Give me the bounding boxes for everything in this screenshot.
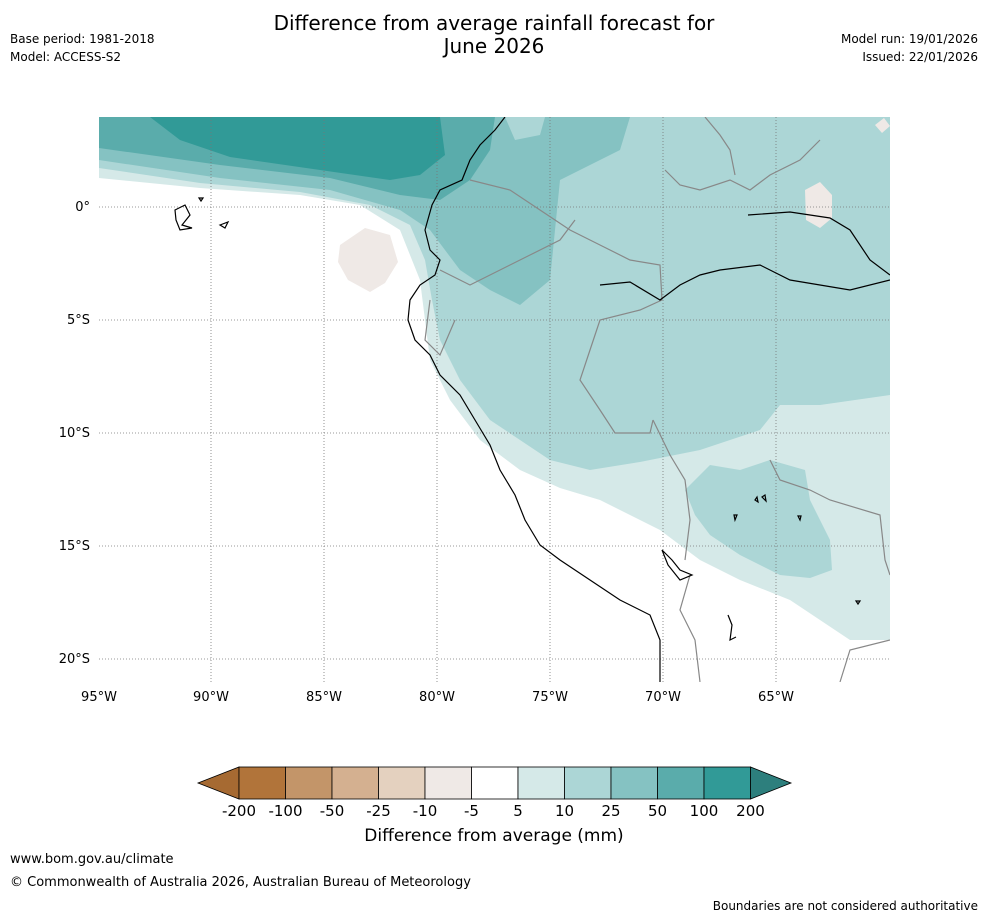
lat-label-10s: 10°S xyxy=(59,426,90,441)
colorbar-segment xyxy=(378,766,426,800)
colorbar-segment xyxy=(424,766,472,800)
lon-label-70w: 70°W xyxy=(645,690,681,705)
colorbar-segment xyxy=(331,766,379,800)
colorbar: -200 -100 -50 -25 -10 -5 5 10 25 50 100 200 xyxy=(196,766,793,820)
title-line-1: Difference from average rainfall forecas… xyxy=(273,11,715,35)
lat-labels: 0° 5°S 10°S 15°S 20°S xyxy=(59,200,90,667)
colorbar-segment xyxy=(471,766,519,800)
model-run-text: Model run: 19/01/2026 xyxy=(840,32,978,46)
lon-label-80w: 80°W xyxy=(419,690,455,705)
lon-label-95w: 95°W xyxy=(81,690,117,705)
lat-label-5s: 5°S xyxy=(67,313,90,328)
colorbar-tick-label: -50 xyxy=(320,802,345,820)
lat-label-15s: 15°S xyxy=(59,539,90,554)
contour-100-200 xyxy=(150,117,445,180)
footer-note: Boundaries are not considered authoritat… xyxy=(712,899,978,913)
lon-label-90w: 90°W xyxy=(193,690,229,705)
colorbar-tick-label: 10 xyxy=(555,802,574,820)
map-title: Difference from average rainfall forecas… xyxy=(244,12,744,58)
colorbar-tick-label: -25 xyxy=(366,802,391,820)
colorbar-arrow-low xyxy=(196,766,240,800)
colorbar-tick-label: -10 xyxy=(413,802,438,820)
colorbar-segment xyxy=(285,766,333,800)
colorbar-tick-label: 100 xyxy=(690,802,719,820)
gridlines xyxy=(99,117,890,682)
colorbar-tick-label: -100 xyxy=(268,802,302,820)
lon-label-75w: 75°W xyxy=(532,690,568,705)
meta-right: Model run: 19/01/2026 Issued: 22/01/2026 xyxy=(841,30,978,66)
colorbar-tick-label: 50 xyxy=(648,802,667,820)
model-text: Model: ACCESS-S2 xyxy=(10,50,122,64)
lat-label-0: 0° xyxy=(75,200,90,215)
colorbar-segment xyxy=(238,766,286,800)
meta-left: Base period: 1981-2018 Model: ACCESS-S2 xyxy=(10,30,155,66)
lon-label-85w: 85°W xyxy=(306,690,342,705)
colorbar-segment xyxy=(564,766,612,800)
issued-text: Issued: 22/01/2026 xyxy=(862,50,978,64)
contour-neg5-neg10-3 xyxy=(875,118,890,133)
title-line-2: June 2026 xyxy=(443,34,545,58)
contour-neg5-neg10-2 xyxy=(805,182,832,228)
contour-fills xyxy=(99,117,890,640)
colorbar-label: Difference from average (mm) xyxy=(364,826,624,846)
colorbar-tick-label: 25 xyxy=(601,802,620,820)
lon-label-65w: 65°W xyxy=(758,690,794,705)
colorbar-segment xyxy=(657,766,705,800)
footer-copyright: © Commonwealth of Australia 2026, Austra… xyxy=(10,875,471,890)
colorbar-segment xyxy=(517,766,565,800)
coastline xyxy=(174,117,890,682)
colorbar-segment xyxy=(703,766,751,800)
base-period-text: Base period: 1981-2018 xyxy=(10,32,155,46)
colorbar-tick-label: -5 xyxy=(464,802,479,820)
colorbar-tick-label: 200 xyxy=(736,802,765,820)
colorbar-arrow-high xyxy=(750,766,793,800)
contour-10-25 xyxy=(99,117,890,470)
contour-neg5-neg10 xyxy=(338,228,398,292)
colorbar-tick-label: -200 xyxy=(222,802,256,820)
contour-10-25-south xyxy=(685,460,832,578)
boundaries xyxy=(424,117,890,682)
lon-labels: 95°W 90°W 85°W 80°W 75°W 70°W 65°W xyxy=(81,690,794,705)
lat-label-20s: 20°S xyxy=(59,652,90,667)
contour-10-25-islet xyxy=(505,117,545,140)
footer-url: www.bom.gov.au/climate xyxy=(10,852,174,867)
colorbar-tick-label: 5 xyxy=(513,802,523,820)
colorbar-segment xyxy=(610,766,658,800)
